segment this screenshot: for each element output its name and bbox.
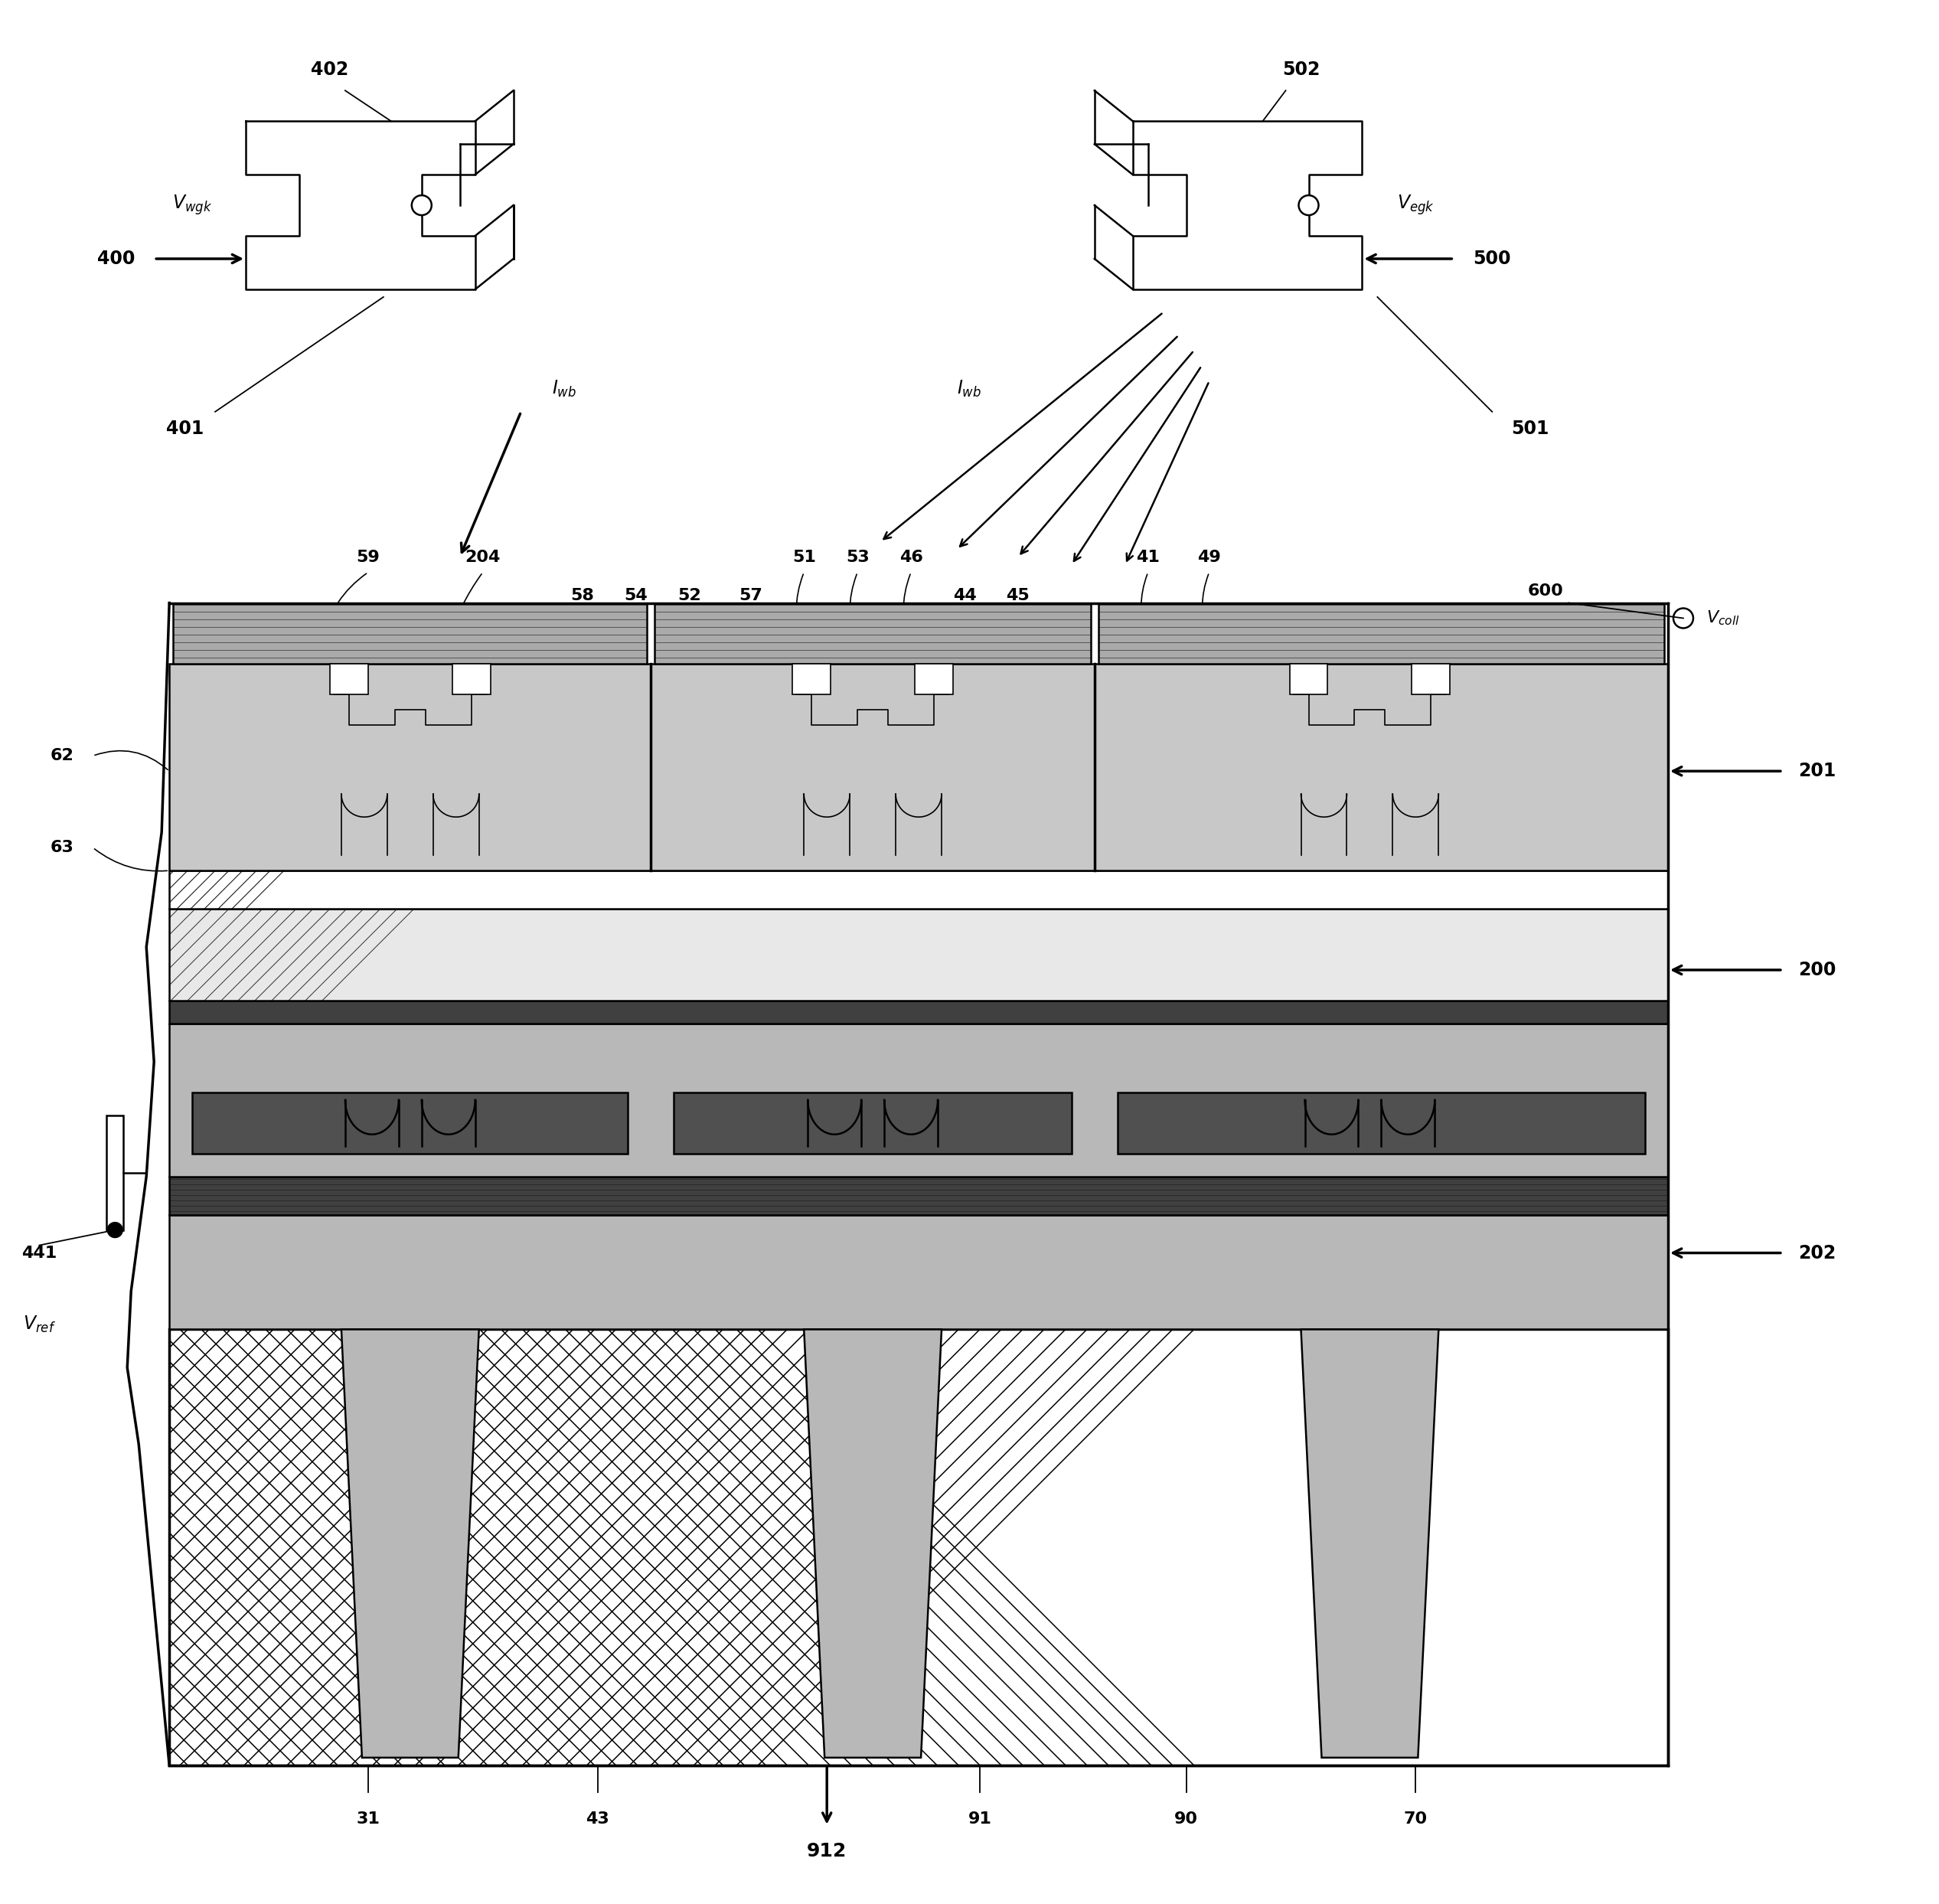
Text: 43: 43 <box>586 1811 609 1826</box>
FancyBboxPatch shape <box>107 1116 124 1230</box>
Text: 600: 600 <box>1528 583 1563 598</box>
Text: 41: 41 <box>1136 550 1160 565</box>
FancyBboxPatch shape <box>652 664 1094 870</box>
FancyBboxPatch shape <box>1094 664 1668 870</box>
Text: 202: 202 <box>1797 1243 1836 1262</box>
Polygon shape <box>1301 1329 1439 1757</box>
Circle shape <box>1673 607 1693 628</box>
Text: 53: 53 <box>845 550 869 565</box>
Polygon shape <box>1289 664 1328 695</box>
Text: 63: 63 <box>50 840 74 855</box>
Text: 62: 62 <box>50 748 74 764</box>
Circle shape <box>107 1222 122 1238</box>
Text: 912: 912 <box>807 1841 847 1860</box>
Text: 401: 401 <box>165 419 204 438</box>
Text: 45: 45 <box>1006 588 1030 604</box>
Text: 201: 201 <box>1797 762 1836 781</box>
FancyBboxPatch shape <box>169 870 1668 908</box>
FancyBboxPatch shape <box>1117 1093 1644 1154</box>
Polygon shape <box>341 1329 479 1757</box>
Text: 400: 400 <box>97 249 134 268</box>
Text: 46: 46 <box>900 550 923 565</box>
Circle shape <box>411 196 432 215</box>
Text: 502: 502 <box>1282 61 1320 80</box>
FancyBboxPatch shape <box>169 664 652 870</box>
Text: 91: 91 <box>968 1811 991 1826</box>
Polygon shape <box>330 664 368 695</box>
Text: 70: 70 <box>1404 1811 1427 1826</box>
Text: 441: 441 <box>21 1245 56 1260</box>
Text: 501: 501 <box>1512 419 1549 438</box>
FancyBboxPatch shape <box>1097 604 1664 664</box>
Text: 200: 200 <box>1797 962 1836 979</box>
Text: 57: 57 <box>739 588 762 604</box>
Text: 500: 500 <box>1474 249 1510 268</box>
Text: 49: 49 <box>1198 550 1222 565</box>
Text: 402: 402 <box>310 61 349 80</box>
Text: $I_{wb}$: $I_{wb}$ <box>956 379 981 398</box>
Text: 44: 44 <box>952 588 977 604</box>
FancyBboxPatch shape <box>169 908 1668 1002</box>
Text: 59: 59 <box>357 550 380 565</box>
Text: 54: 54 <box>624 588 648 604</box>
Text: $V_{ref}$: $V_{ref}$ <box>23 1314 56 1335</box>
Text: 58: 58 <box>570 588 593 604</box>
Text: $V_{coll}$: $V_{coll}$ <box>1706 609 1739 626</box>
FancyBboxPatch shape <box>169 1002 1668 1024</box>
Polygon shape <box>915 664 954 695</box>
FancyBboxPatch shape <box>169 1215 1668 1329</box>
FancyBboxPatch shape <box>169 1329 1668 1765</box>
Circle shape <box>1299 196 1319 215</box>
Text: 52: 52 <box>677 588 702 604</box>
Text: $I_{wb}$: $I_{wb}$ <box>551 379 576 398</box>
Text: 90: 90 <box>1175 1811 1198 1826</box>
FancyBboxPatch shape <box>169 1024 1668 1177</box>
Polygon shape <box>793 664 830 695</box>
Polygon shape <box>452 664 491 695</box>
Text: $V_{wgk}$: $V_{wgk}$ <box>173 194 211 217</box>
FancyBboxPatch shape <box>192 1093 628 1154</box>
Polygon shape <box>1412 664 1450 695</box>
FancyBboxPatch shape <box>173 604 648 664</box>
FancyBboxPatch shape <box>655 604 1092 664</box>
Text: 51: 51 <box>793 550 816 565</box>
Text: $V_{egk}$: $V_{egk}$ <box>1396 194 1435 217</box>
Text: 204: 204 <box>465 550 500 565</box>
FancyBboxPatch shape <box>169 1177 1668 1215</box>
Text: 31: 31 <box>357 1811 380 1826</box>
Polygon shape <box>805 1329 942 1757</box>
FancyBboxPatch shape <box>675 1093 1072 1154</box>
